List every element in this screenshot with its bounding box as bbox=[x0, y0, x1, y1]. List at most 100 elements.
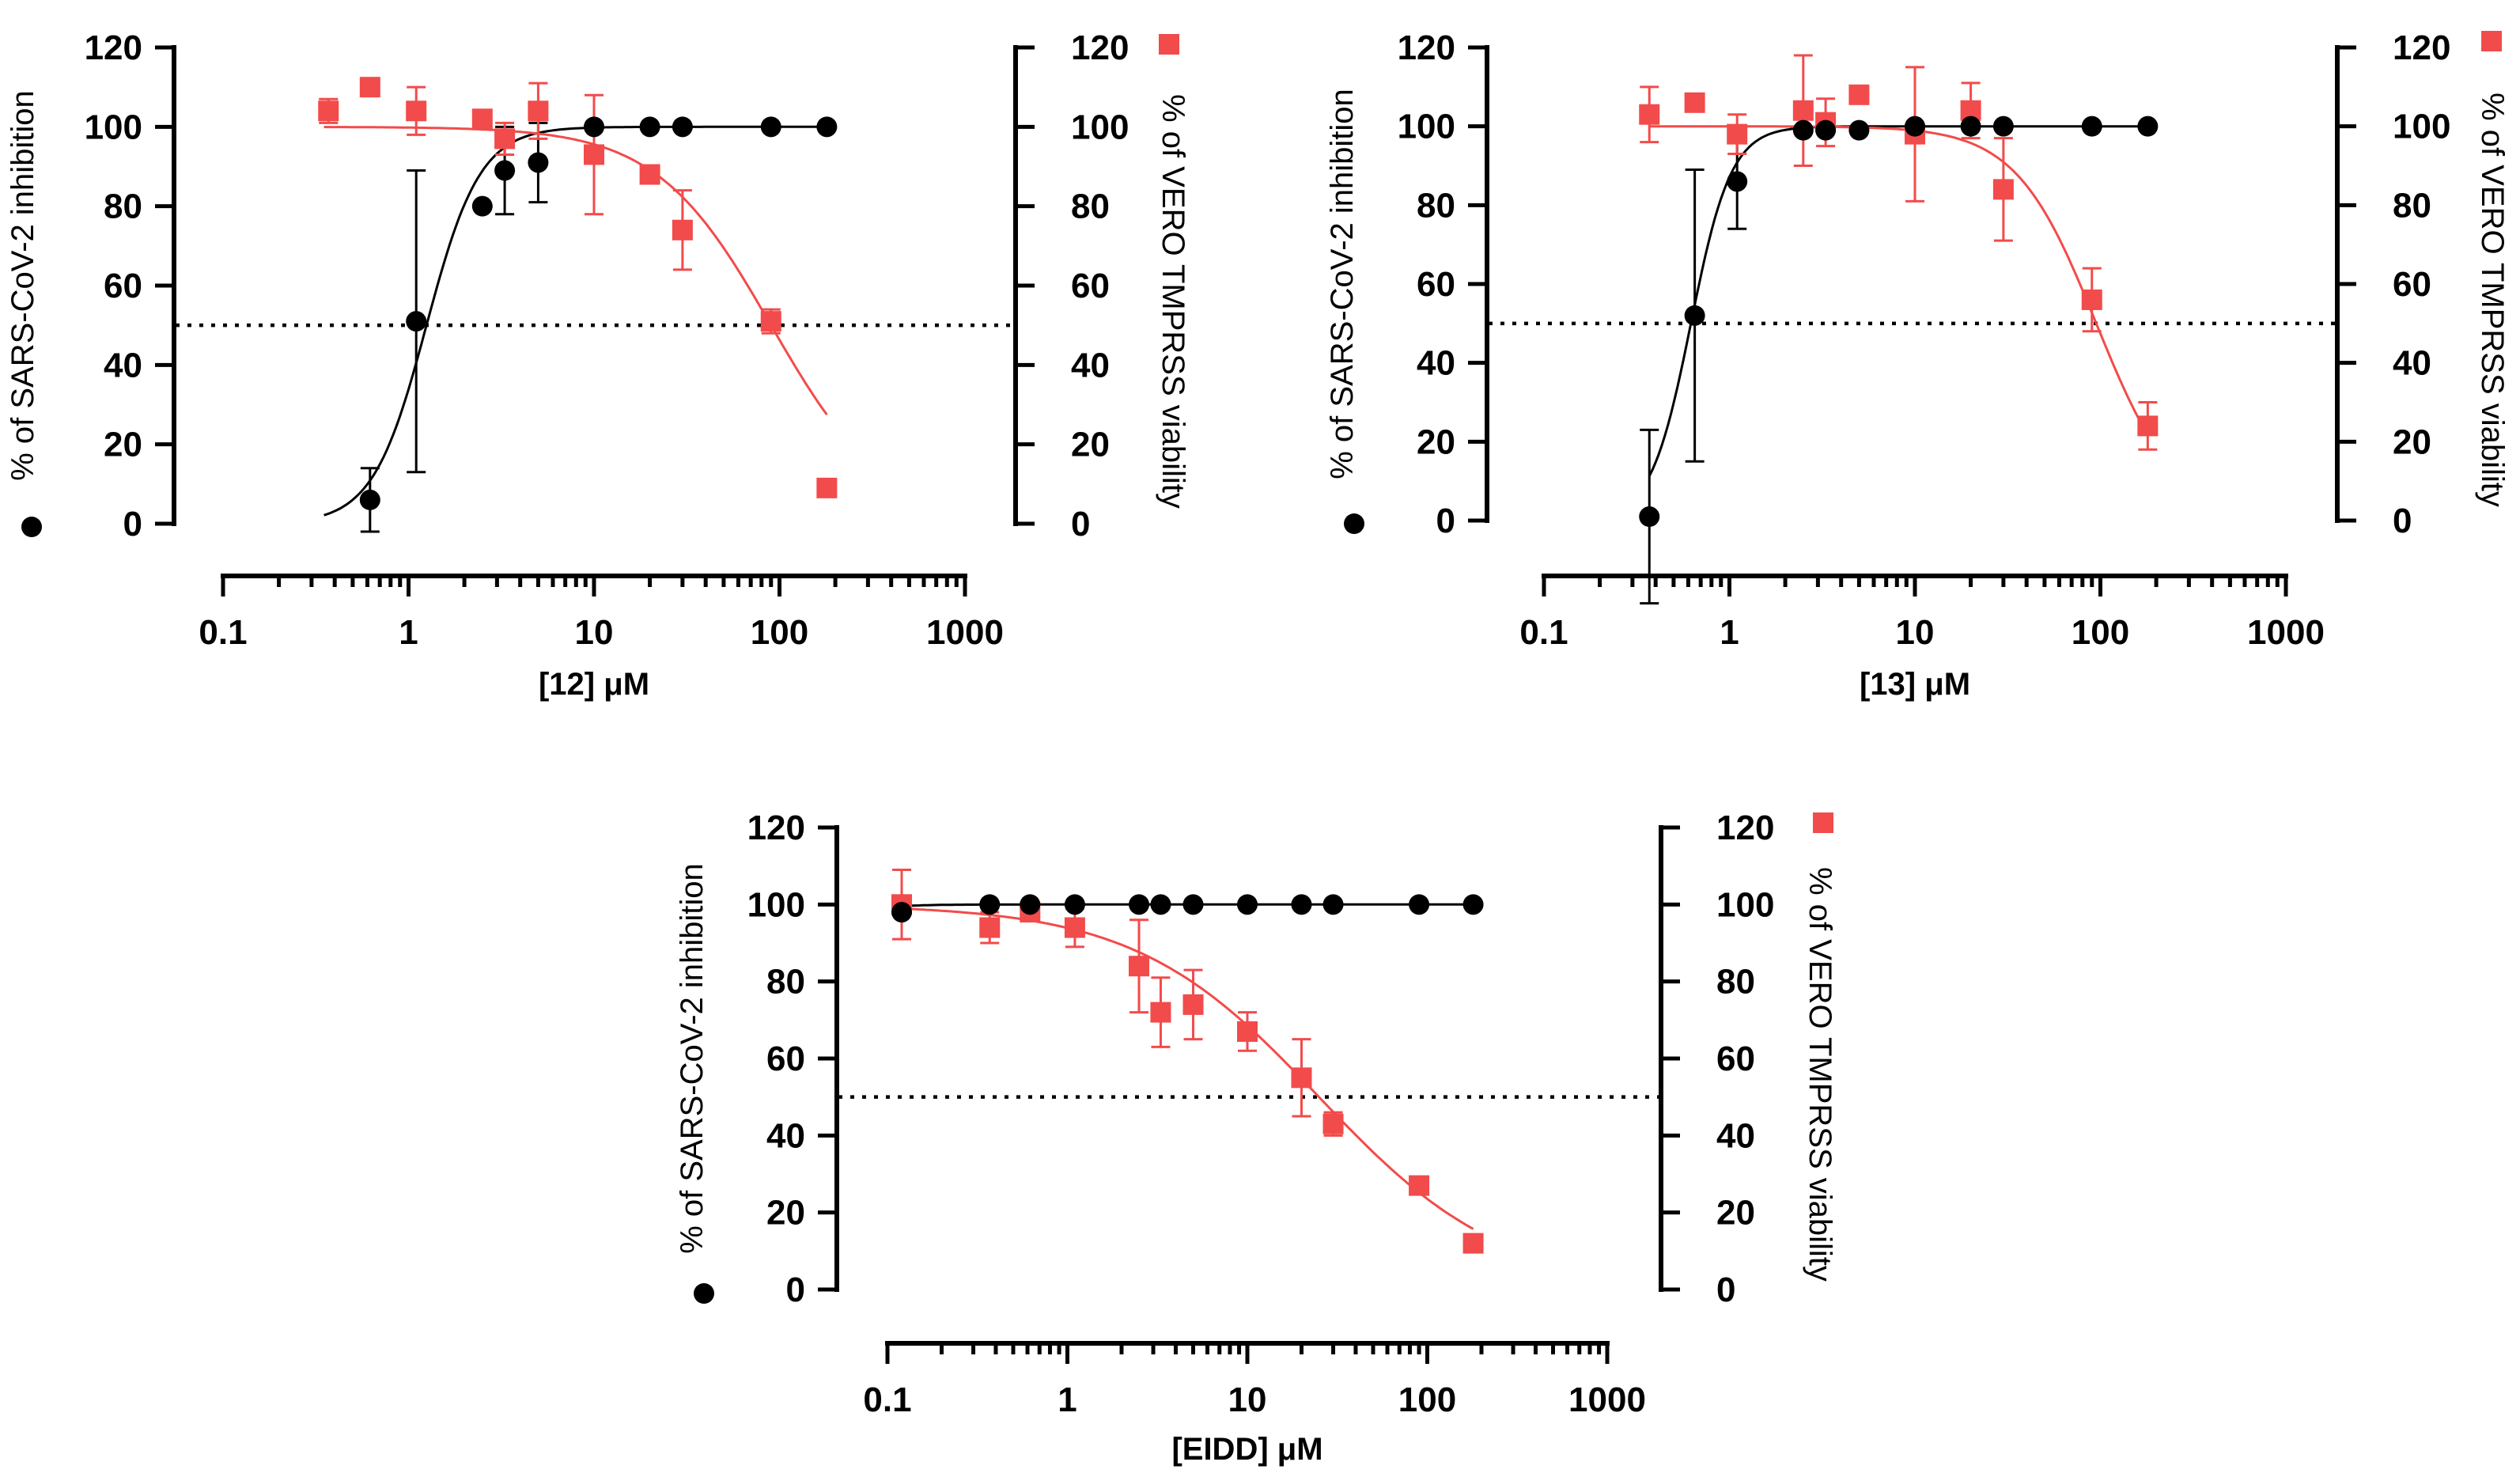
viability-point bbox=[406, 100, 427, 122]
inhibition-point bbox=[639, 116, 660, 138]
right-y-tick-label: 0 bbox=[1071, 505, 1090, 543]
right-y-tick-label: 100 bbox=[1071, 108, 1129, 146]
viability-legend-marker bbox=[1159, 34, 1179, 55]
viability-point bbox=[1129, 956, 1150, 977]
inhibition-point bbox=[891, 902, 913, 923]
inhibition-legend-marker bbox=[694, 1283, 714, 1304]
right-y-tick-label: 40 bbox=[1716, 1116, 1755, 1155]
x-axis-title: [12] μM bbox=[539, 667, 649, 702]
x-tick-label: 1000 bbox=[1568, 1380, 1646, 1419]
inhibition-point bbox=[1639, 506, 1660, 528]
x-tick-label: 100 bbox=[751, 613, 808, 652]
right-y-tick-label: 80 bbox=[1071, 187, 1110, 226]
inhibition-point bbox=[2137, 116, 2159, 137]
right-y-tick-label: 0 bbox=[2393, 502, 2412, 540]
inhibition-point bbox=[979, 894, 1001, 915]
inhibition-legend-marker bbox=[1344, 513, 1364, 534]
left-y-tick-label: 60 bbox=[766, 1040, 805, 1078]
right-y-tick-label: 40 bbox=[2393, 344, 2431, 383]
inhibition-point bbox=[528, 152, 549, 173]
inhibition-point bbox=[1815, 119, 1837, 141]
x-tick-label: 1 bbox=[1058, 1380, 1076, 1419]
chart-panel-12: 0 20 40 60 80 100 120 0 20 40 60 80 100 120 0.1 1 10 100 1… bbox=[6, 28, 1190, 702]
inhibition-fit-curve bbox=[324, 125, 827, 517]
left-y-tick-label: 100 bbox=[1398, 108, 1455, 146]
left-y-tick-label: 20 bbox=[766, 1194, 805, 1233]
right-y-tick-label: 20 bbox=[1716, 1194, 1755, 1233]
inhibition-point bbox=[2081, 116, 2102, 137]
viability-point bbox=[1182, 994, 1204, 1015]
right-y-tick-label: 80 bbox=[2393, 186, 2431, 225]
left-y-axis-title: % of SARS-CoV-2 inhibition bbox=[675, 863, 709, 1254]
inhibition-point bbox=[1150, 894, 1171, 915]
right-y-axis-title: % of VERO TMPRSS viability bbox=[2475, 93, 2510, 507]
inhibition-point bbox=[494, 160, 516, 181]
viability-point bbox=[584, 144, 604, 165]
right-y-tick-label: 60 bbox=[1071, 267, 1110, 305]
inhibition-point bbox=[1237, 894, 1258, 915]
right-y-tick-label: 20 bbox=[2393, 422, 2431, 461]
left-y-tick-label: 40 bbox=[766, 1116, 805, 1155]
x-tick-label: 1000 bbox=[2247, 613, 2325, 652]
left-y-tick-label: 80 bbox=[766, 963, 805, 1002]
viability-point bbox=[816, 477, 838, 498]
left-y-tick-label: 0 bbox=[786, 1271, 805, 1309]
x-tick-label: 1 bbox=[399, 613, 418, 652]
right-y-tick-label: 60 bbox=[2393, 265, 2431, 304]
x-tick-label: 100 bbox=[2072, 613, 2129, 652]
inhibition-point bbox=[1322, 894, 1344, 915]
x-tick-label: 0.1 bbox=[1519, 613, 1568, 652]
inhibition-point bbox=[1905, 116, 1925, 137]
left-y-axis-title: % of SARS-CoV-2 inhibition bbox=[6, 90, 40, 481]
viability-fit-curve bbox=[1649, 125, 2149, 436]
viability-point bbox=[1727, 123, 1748, 145]
inhibition-point bbox=[359, 489, 380, 510]
inhibition-point bbox=[1684, 305, 1705, 326]
x-axis-title: [13] μM bbox=[1860, 667, 1970, 702]
right-y-axis-title: % of VERO TMPRSS viability bbox=[1803, 867, 1837, 1282]
inhibition-point bbox=[584, 116, 604, 138]
inhibition-point bbox=[1182, 894, 1204, 915]
right-y-tick-label: 100 bbox=[2393, 108, 2450, 146]
viability-point bbox=[1237, 1021, 1258, 1042]
right-y-axis-title: % of VERO TMPRSS viability bbox=[1156, 94, 1190, 509]
inhibition-point bbox=[1064, 894, 1085, 915]
left-y-tick-label: 60 bbox=[104, 267, 142, 305]
inhibition-point bbox=[816, 116, 838, 138]
left-y-axis-title: % of SARS-CoV-2 inhibition bbox=[1325, 89, 1360, 479]
left-y-tick-label: 40 bbox=[104, 346, 142, 384]
x-tick-label: 1000 bbox=[926, 613, 1004, 652]
viability-fit-curve bbox=[324, 126, 828, 415]
viability-point bbox=[979, 917, 1001, 938]
left-y-tick-label: 20 bbox=[104, 426, 142, 464]
x-tick-label: 100 bbox=[1398, 1380, 1456, 1419]
viability-point bbox=[1409, 1175, 1430, 1196]
viability-point bbox=[1462, 1233, 1484, 1254]
inhibition-point bbox=[1960, 116, 1981, 137]
viability-point bbox=[1992, 179, 2014, 200]
chart-panel-13: 0 20 40 60 80 100 120 0 20 40 60 80 100 120 0.1 1 10 100 1… bbox=[1325, 28, 2510, 702]
x-tick-label: 0.1 bbox=[199, 613, 247, 652]
left-y-tick-label: 120 bbox=[1398, 28, 1455, 67]
left-y-tick-label: 0 bbox=[123, 505, 142, 543]
x-tick-label: 1 bbox=[1720, 613, 1739, 652]
viability-point bbox=[760, 311, 781, 332]
left-y-tick-label: 120 bbox=[85, 28, 142, 67]
inhibition-point bbox=[1727, 171, 1748, 192]
left-y-tick-label: 80 bbox=[1417, 186, 1455, 225]
x-tick-label: 10 bbox=[1228, 1380, 1267, 1419]
right-y-tick-label: 120 bbox=[1071, 28, 1129, 67]
right-y-tick-label: 80 bbox=[1716, 963, 1755, 1002]
viability-point bbox=[528, 100, 549, 122]
right-y-tick-label: 60 bbox=[1716, 1040, 1755, 1078]
viability-point bbox=[359, 77, 380, 98]
viability-point bbox=[2137, 415, 2159, 437]
left-y-tick-label: 60 bbox=[1417, 265, 1455, 304]
chart-panel-eidd: 0 20 40 60 80 100 120 0 20 40 60 80 100 120 0.1 1 10 100 1… bbox=[675, 809, 1837, 1467]
inhibition-point bbox=[1020, 894, 1041, 915]
inhibition-point bbox=[1792, 119, 1814, 141]
viability-point bbox=[2081, 289, 2102, 310]
viability-legend-marker bbox=[2481, 31, 2502, 51]
right-y-tick-label: 120 bbox=[2393, 28, 2450, 67]
